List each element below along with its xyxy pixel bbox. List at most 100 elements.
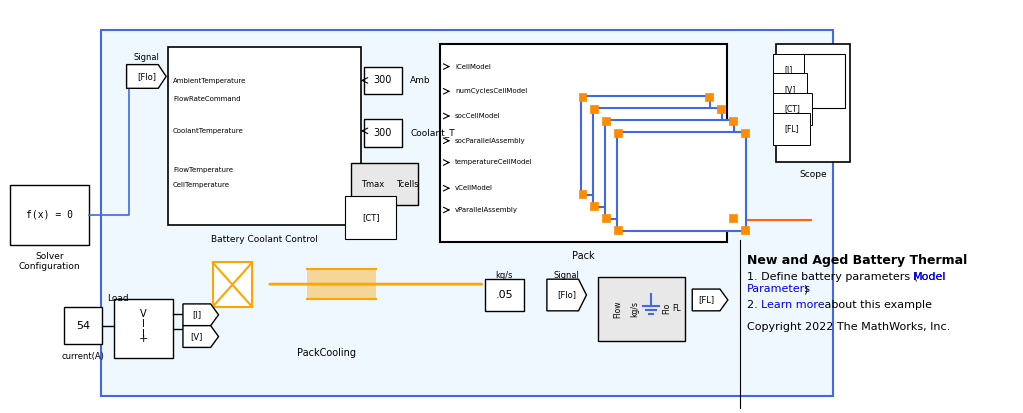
Text: Model: Model: [913, 272, 946, 282]
Text: Signal: Signal: [133, 53, 160, 62]
Text: New and Aged Battery Thermal: New and Aged Battery Thermal: [747, 254, 967, 268]
Text: [Flo]: [Flo]: [137, 72, 155, 81]
Text: 2.: 2.: [747, 300, 761, 310]
Bar: [803, 54, 845, 108]
Text: FlowRateCommand: FlowRateCommand: [173, 96, 240, 102]
Bar: [603, 214, 610, 222]
Text: .05: .05: [495, 290, 514, 300]
Bar: [307, 269, 375, 299]
Text: 300: 300: [373, 76, 392, 85]
Text: ): ): [803, 284, 807, 294]
Text: Flo: Flo: [663, 303, 671, 314]
Text: I: I: [142, 329, 145, 339]
Text: Tcells: Tcells: [396, 180, 418, 189]
Text: Load: Load: [106, 294, 129, 303]
Text: socParallelAssembly: socParallelAssembly: [455, 138, 526, 144]
Bar: [581, 96, 710, 195]
Text: PackCooling: PackCooling: [297, 348, 356, 358]
Text: kg/s: kg/s: [630, 301, 639, 317]
Text: Coolant_T: Coolant_T: [410, 128, 455, 138]
Bar: [614, 129, 622, 137]
Bar: [579, 190, 586, 198]
Text: Configuration: Configuration: [18, 262, 80, 271]
Bar: [590, 202, 598, 210]
Text: temperatureCellModel: temperatureCellModel: [455, 159, 533, 166]
Bar: [717, 202, 725, 210]
Bar: [776, 44, 850, 162]
Text: [I]: [I]: [192, 310, 202, 319]
Polygon shape: [547, 279, 586, 311]
Text: AmbientTemperature: AmbientTemperature: [173, 78, 247, 84]
Text: 300: 300: [373, 128, 392, 138]
Bar: [606, 120, 733, 219]
Bar: [728, 214, 737, 222]
Text: [CT]: [CT]: [785, 104, 800, 114]
Bar: [351, 164, 418, 205]
Bar: [614, 226, 622, 234]
Text: I: I: [142, 319, 145, 329]
Bar: [168, 47, 361, 225]
Bar: [10, 185, 89, 244]
Text: V: V: [140, 309, 146, 319]
Polygon shape: [183, 326, 219, 347]
Text: [V]: [V]: [190, 332, 203, 341]
Bar: [705, 93, 713, 101]
Text: [Flo]: [Flo]: [558, 290, 576, 299]
Text: [FL]: [FL]: [698, 295, 714, 304]
Bar: [617, 132, 746, 231]
Polygon shape: [127, 64, 166, 88]
Text: Copyright 2022 The MathWorks, Inc.: Copyright 2022 The MathWorks, Inc.: [747, 322, 950, 332]
Text: FlowTemperature: FlowTemperature: [173, 167, 233, 173]
Bar: [440, 44, 727, 242]
Text: socCellModel: socCellModel: [455, 113, 500, 119]
Text: Learn more: Learn more: [761, 300, 826, 310]
Text: 1. Define battery parameters (: 1. Define battery parameters (: [747, 272, 918, 282]
Text: current(A): current(A): [61, 352, 104, 361]
Text: Battery Coolant Control: Battery Coolant Control: [211, 235, 317, 244]
Bar: [741, 226, 749, 234]
Bar: [364, 66, 401, 94]
Bar: [593, 108, 722, 207]
Text: f(x) = 0: f(x) = 0: [26, 210, 73, 220]
Text: Signal: Signal: [553, 271, 580, 280]
Text: numCyclesCellModel: numCyclesCellModel: [455, 88, 527, 94]
Polygon shape: [183, 304, 219, 326]
Text: Scope: Scope: [799, 171, 827, 179]
Bar: [741, 129, 749, 137]
Text: [I]: [I]: [785, 65, 793, 74]
Bar: [213, 262, 253, 307]
Bar: [717, 105, 725, 113]
Bar: [364, 119, 401, 147]
Bar: [579, 93, 586, 101]
Text: Tmax: Tmax: [361, 180, 385, 189]
Text: +: +: [139, 334, 148, 344]
Text: Parameters: Parameters: [747, 284, 810, 294]
Text: iCellModel: iCellModel: [455, 64, 491, 69]
Bar: [114, 299, 173, 358]
Bar: [485, 279, 524, 311]
Text: Flow: Flow: [613, 300, 622, 318]
Text: [V]: [V]: [785, 85, 796, 94]
Text: Amb: Amb: [410, 76, 431, 85]
Bar: [598, 277, 685, 342]
Text: Solver: Solver: [35, 252, 63, 261]
Text: Model: Model: [913, 272, 946, 282]
Text: [CT]: [CT]: [362, 213, 380, 222]
Text: vCellModel: vCellModel: [455, 185, 493, 191]
Text: FL: FL: [672, 304, 681, 313]
Text: about this example: about this example: [820, 300, 932, 310]
Text: [FL]: [FL]: [785, 124, 799, 133]
Bar: [590, 105, 598, 113]
Polygon shape: [693, 289, 727, 311]
Bar: [64, 307, 102, 344]
Text: CoolantTemperature: CoolantTemperature: [173, 128, 243, 134]
Text: 54: 54: [76, 320, 90, 331]
Bar: [101, 30, 833, 396]
Bar: [603, 117, 610, 125]
Text: Pack: Pack: [572, 252, 594, 261]
Text: CellTemperature: CellTemperature: [173, 182, 230, 188]
Bar: [705, 190, 713, 198]
Text: kg/s: kg/s: [495, 271, 514, 280]
Text: vParallelAssembly: vParallelAssembly: [455, 207, 518, 213]
Bar: [728, 117, 737, 125]
